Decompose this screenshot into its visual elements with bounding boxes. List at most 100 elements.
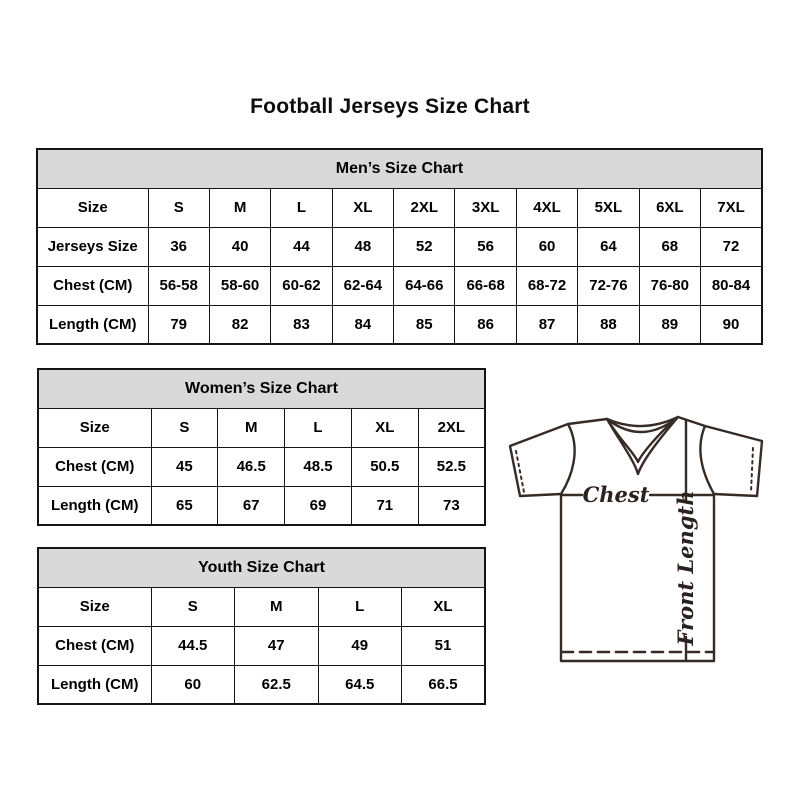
data-cell: 4XL [515,187,579,228]
data-cell: M [234,586,319,627]
row-header-cell: Size [36,187,149,228]
data-cell: 65 [150,485,219,526]
data-cell: XL [350,407,419,448]
data-cell: 5XL [577,187,640,228]
data-cell: 69 [284,485,352,526]
data-cell: 44.5 [150,625,235,666]
youth-size-table: Youth Size Chart Size S M L XL Chest (CM) 44.5 4… [37,547,486,705]
chest-label: Chest [583,482,650,507]
data-cell: 58-60 [208,265,272,306]
data-cell: 72-76 [577,265,640,306]
data-cell: 49 [317,625,402,666]
data-cell: 71 [350,485,419,526]
table-row: Chest (CM) 44.5 47 49 51 [37,625,486,666]
data-cell: M [217,407,286,448]
data-cell: 2XL [393,187,456,228]
table-row: Size S M L XL 2XL 3XL 4XL 5XL 6XL 7XL [36,187,763,228]
data-cell: 87 [515,304,579,345]
data-cell: S [147,187,210,228]
data-cell: 60 [515,226,579,267]
table-row: Jerseys Size 36 40 44 48 52 56 60 64 68 72 [36,226,763,267]
data-cell: 62-64 [331,265,395,306]
data-cell: L [270,187,333,228]
data-cell: XL [401,586,486,627]
row-header-cell: Chest (CM) [37,625,152,666]
data-cell: 88 [577,304,640,345]
data-cell: XL [331,187,395,228]
jersey-measurement-diagram: Chest Front Length [505,403,775,675]
data-cell: 79 [147,304,210,345]
data-cell: 64.5 [317,664,402,705]
right-armhole-seam [699,424,716,496]
data-cell: 73 [417,485,486,526]
data-cell: 82 [208,304,272,345]
data-cell: 56-58 [147,265,210,306]
data-cell: 52 [393,226,456,267]
data-cell: 64-66 [393,265,456,306]
data-cell: 56 [454,226,517,267]
data-cell: M [208,187,272,228]
data-cell: 62.5 [234,664,319,705]
data-cell: 44 [270,226,333,267]
row-header-cell: Jerseys Size [36,226,149,267]
data-cell: 3XL [454,187,517,228]
table-row: Length (CM) 60 62.5 64.5 66.5 [37,664,486,705]
data-cell: S [150,407,219,448]
collar-inner-v [607,417,677,464]
data-cell: 68-72 [515,265,579,306]
data-cell: L [317,586,402,627]
data-cell: 48.5 [284,446,352,487]
data-cell: 50.5 [350,446,419,487]
table-title-row: Women’s Size Chart [37,368,486,409]
data-cell: 36 [147,226,210,267]
left-armhole-seam [559,422,576,496]
data-cell: 60 [150,664,235,705]
front-length-label: Front Length [673,491,698,647]
row-header-cell: Size [37,586,152,627]
table-row: Size S M L XL 2XL [37,407,486,448]
data-cell: 7XL [700,187,763,228]
table-row: Length (CM) 65 67 69 71 73 [37,485,486,526]
data-cell: 47 [234,625,319,666]
data-cell: 40 [208,226,272,267]
data-cell: 67 [217,485,286,526]
table-title-row: Men’s Size Chart [36,148,763,189]
mens-size-table-title: Men’s Size Chart [36,148,763,189]
jersey-outline [508,415,764,663]
data-cell: 66.5 [401,664,486,705]
table-row: Chest (CM) 56-58 58-60 60-62 62-64 64-66 66-68… [36,265,763,306]
table-row: Length (CM) 79 82 83 84 85 86 87 88 89 90 [36,304,763,345]
data-cell: 72 [700,226,763,267]
data-cell: 51 [401,625,486,666]
data-cell: 83 [270,304,333,345]
row-header-cell: Size [37,407,152,448]
collar-outer-v [605,415,680,476]
data-cell: 60-62 [270,265,333,306]
row-header-cell: Chest (CM) [36,265,149,306]
data-cell: 48 [331,226,395,267]
data-cell: 90 [700,304,763,345]
womens-size-table-title: Women’s Size Chart [37,368,486,409]
left-cuff-stitch [515,450,525,493]
mens-size-table: Men’s Size Chart Size S M L XL 2XL 3XL 4XL 5XL 6XL… [36,148,763,345]
data-cell: 86 [454,304,517,345]
data-cell: 6XL [638,187,702,228]
data-cell: 64 [577,226,640,267]
table-row: Size S M L XL [37,586,486,627]
data-cell: 89 [638,304,702,345]
table-row: Chest (CM) 45 46.5 48.5 50.5 52.5 [37,446,486,487]
row-header-cell: Length (CM) [36,304,149,345]
data-cell: 68 [638,226,702,267]
data-cell: 52.5 [417,446,486,487]
data-cell: 45 [150,446,219,487]
data-cell: 76-80 [638,265,702,306]
data-cell: 2XL [417,407,486,448]
data-cell: 84 [331,304,395,345]
data-cell: L [284,407,352,448]
row-header-cell: Length (CM) [37,485,152,526]
data-cell: 66-68 [454,265,517,306]
data-cell: 46.5 [217,446,286,487]
data-cell: 85 [393,304,456,345]
data-cell: S [150,586,235,627]
row-header-cell: Chest (CM) [37,446,152,487]
